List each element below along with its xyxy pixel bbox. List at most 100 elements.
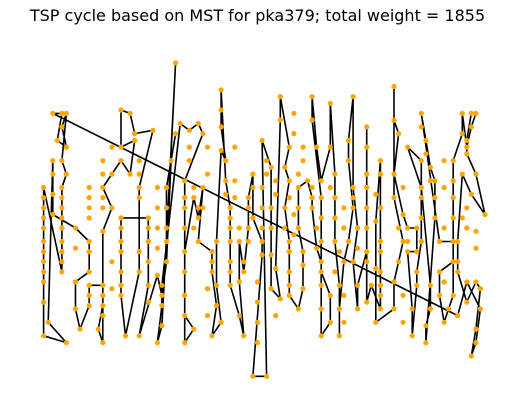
node-point-95 [182, 178, 188, 184]
node-point-36 [86, 249, 92, 255]
node-point-63 [118, 269, 124, 275]
node-point-338 [154, 272, 160, 278]
node-point-277 [450, 259, 456, 265]
node-point-103 [182, 340, 188, 346]
node-point-330 [109, 171, 115, 177]
node-point-142 [250, 184, 256, 191]
node-point-302 [468, 353, 474, 359]
node-point-175 [300, 249, 306, 255]
node-point-353 [327, 319, 333, 325]
node-point-373 [464, 279, 470, 285]
node-point-269 [436, 292, 443, 298]
node-point-26 [59, 269, 65, 275]
node-point-243 [391, 279, 397, 285]
node-point-215 [355, 306, 361, 312]
node-point-216 [364, 124, 370, 130]
node-point-315 [241, 333, 247, 339]
node-point-59 [118, 215, 124, 221]
node-point-109 [223, 158, 229, 164]
node-point-96 [182, 195, 188, 201]
node-point-147 [259, 238, 265, 245]
node-point-299 [477, 306, 483, 312]
node-point-337 [154, 245, 160, 251]
node-point-263 [423, 340, 429, 346]
node-point-345 [254, 319, 261, 325]
node-point-169 [286, 282, 292, 288]
node-point-332 [109, 259, 115, 265]
node-point-227 [377, 171, 383, 177]
node-point-192 [318, 282, 324, 288]
node-point-154 [268, 225, 274, 231]
node-point-81 [163, 184, 170, 191]
node-point-307 [423, 151, 429, 157]
node-point-371 [464, 205, 470, 211]
node-point-171 [295, 171, 301, 177]
node-point-362 [373, 319, 379, 325]
node-point-132 [227, 282, 233, 288]
node-point-179 [305, 178, 311, 184]
node-point-46 [100, 292, 106, 298]
node-point-34 [86, 215, 92, 221]
tour-edges [42, 62, 486, 378]
node-point-20 [59, 205, 65, 211]
node-point-265 [432, 195, 438, 201]
node-point-146 [259, 225, 265, 231]
node-point-110 [213, 238, 220, 245]
node-point-365 [400, 292, 406, 298]
node-point-346 [254, 340, 261, 346]
node-point-261 [427, 306, 433, 312]
node-point-359 [373, 191, 379, 197]
node-point-274 [450, 195, 456, 201]
node-point-309 [427, 178, 433, 184]
node-point-335 [154, 205, 160, 211]
node-point-44 [100, 228, 106, 234]
node-point-233 [377, 292, 383, 298]
node-point-186 [318, 178, 324, 184]
node-point-136 [241, 269, 247, 275]
node-point-13 [41, 238, 47, 245]
node-point-121 [195, 215, 201, 221]
node-point-68 [136, 269, 142, 275]
node-point-301 [473, 340, 479, 346]
node-point-69 [145, 215, 151, 221]
node-point-213 [350, 259, 356, 265]
node-point-242 [396, 259, 402, 265]
node-point-235 [391, 83, 397, 89]
node-point-316 [300, 144, 306, 150]
node-point-22 [59, 225, 65, 231]
node-point-321 [72, 245, 79, 251]
node-point-207 [345, 137, 352, 143]
node-point-234 [377, 306, 383, 312]
node-point-250 [414, 249, 420, 255]
node-point-115 [213, 302, 220, 309]
node-point-119 [191, 195, 197, 201]
node-point-278 [450, 292, 456, 298]
node-point-72 [145, 259, 151, 265]
node-point-317 [300, 158, 306, 164]
node-point-300 [473, 326, 479, 332]
node-point-56 [127, 171, 133, 177]
node-point-190 [318, 259, 324, 265]
node-point-390 [355, 245, 361, 251]
node-point-101 [182, 292, 188, 298]
node-point-324 [77, 326, 83, 332]
node-point-151 [259, 137, 265, 143]
node-point-323 [72, 306, 79, 312]
node-point-366 [400, 319, 406, 325]
node-point-53 [127, 110, 133, 116]
node-point-82 [163, 205, 170, 211]
node-point-376 [100, 171, 106, 177]
node-point-4 [54, 137, 60, 143]
node-point-116 [218, 319, 224, 325]
node-point-319 [291, 110, 297, 116]
node-point-7 [63, 171, 69, 177]
node-point-205 [336, 333, 342, 339]
node-point-320 [72, 225, 79, 231]
node-point-145 [259, 205, 265, 211]
node-point-283 [464, 137, 470, 143]
node-point-70 [145, 225, 151, 231]
node-point-254 [409, 333, 415, 339]
node-point-357 [341, 292, 347, 298]
node-point-223 [364, 259, 370, 265]
node-point-237 [396, 131, 402, 137]
